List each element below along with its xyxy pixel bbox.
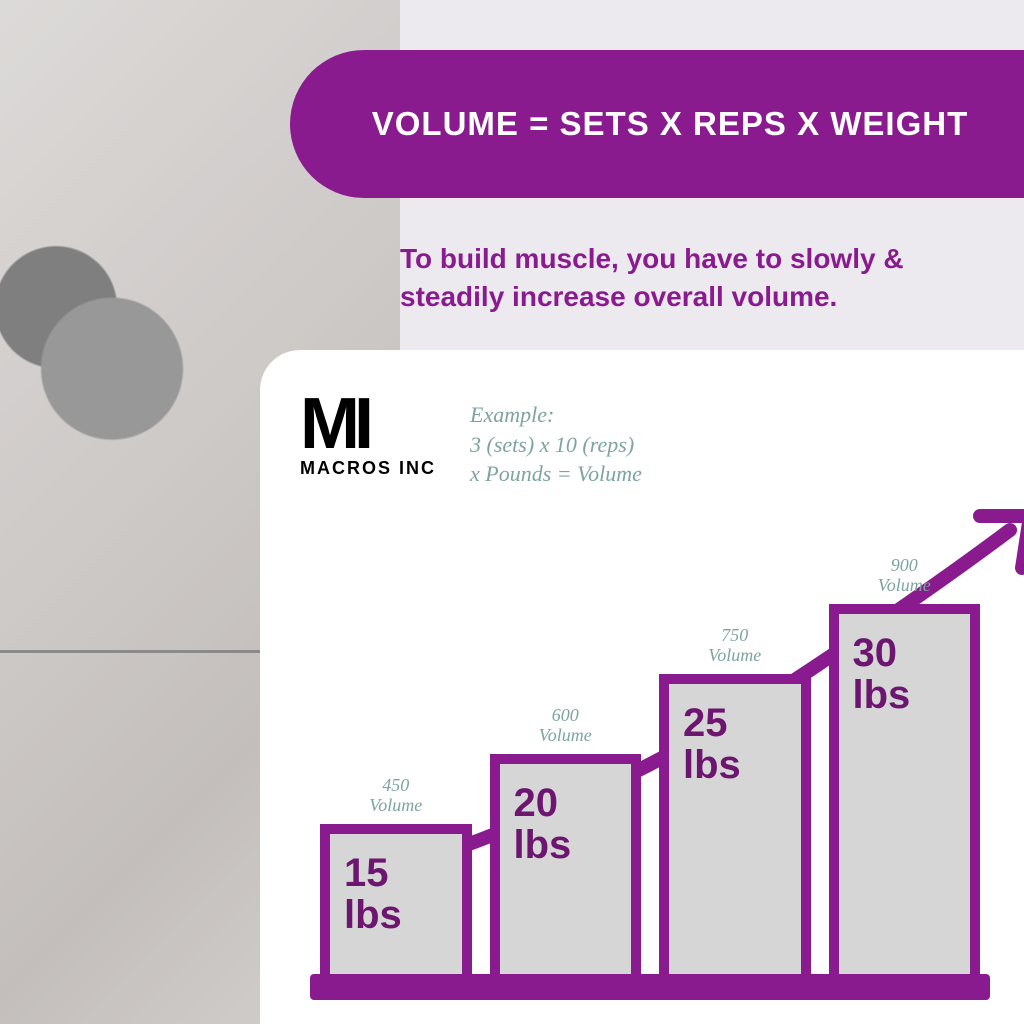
example-line-3: x Pounds = Volume (470, 459, 730, 489)
bar-1: 450Volume 15lbs (320, 775, 472, 974)
brand-logo: MI MACROS INC (300, 395, 450, 479)
bar-volume-label: 600Volume (539, 705, 592, 746)
bar-4: 900Volume 30lbs (829, 555, 981, 974)
volume-bar-chart: 450Volume 15lbs 600Volume 20lbs 750Volume 25l… (310, 530, 990, 1000)
bar-rect: 30lbs (829, 604, 981, 974)
bar-weight-label: 20lbs (514, 782, 572, 866)
bar-2: 600Volume 20lbs (490, 705, 642, 974)
decorative-line (0, 650, 260, 653)
example-caption: Example: 3 (sets) x 10 (reps) x Pounds =… (470, 400, 730, 489)
header-bar: VOLUME = SETS X REPS X WEIGHT (290, 50, 1024, 198)
logo-name: MACROS INC (300, 458, 450, 479)
infographic-canvas: VOLUME = SETS X REPS X WEIGHT To build m… (0, 0, 1024, 1024)
bar-3: 750Volume 25lbs (659, 625, 811, 974)
bars-container: 450Volume 15lbs 600Volume 20lbs 750Volume 25l… (310, 544, 990, 974)
bar-weight-label: 25lbs (683, 702, 741, 786)
bar-volume-label: 450Volume (369, 775, 422, 816)
subtitle-text: To build muscle, you have to slowly & st… (400, 240, 990, 316)
example-line-2: 3 (sets) x 10 (reps) (470, 430, 730, 460)
bar-rect: 15lbs (320, 824, 472, 974)
bar-weight-label: 30lbs (853, 632, 911, 716)
chart-baseline (310, 974, 990, 1000)
bar-rect: 25lbs (659, 674, 811, 974)
bar-volume-label: 750Volume (708, 625, 761, 666)
chart-panel: MI MACROS INC Example: 3 (sets) x 10 (re… (260, 350, 1024, 1024)
bar-rect: 20lbs (490, 754, 642, 974)
bar-volume-label: 900Volume (878, 555, 931, 596)
example-line-1: Example: (470, 400, 730, 430)
bar-weight-label: 15lbs (344, 852, 402, 936)
logo-mark: MI (300, 395, 450, 454)
header-title: VOLUME = SETS X REPS X WEIGHT (372, 105, 969, 143)
